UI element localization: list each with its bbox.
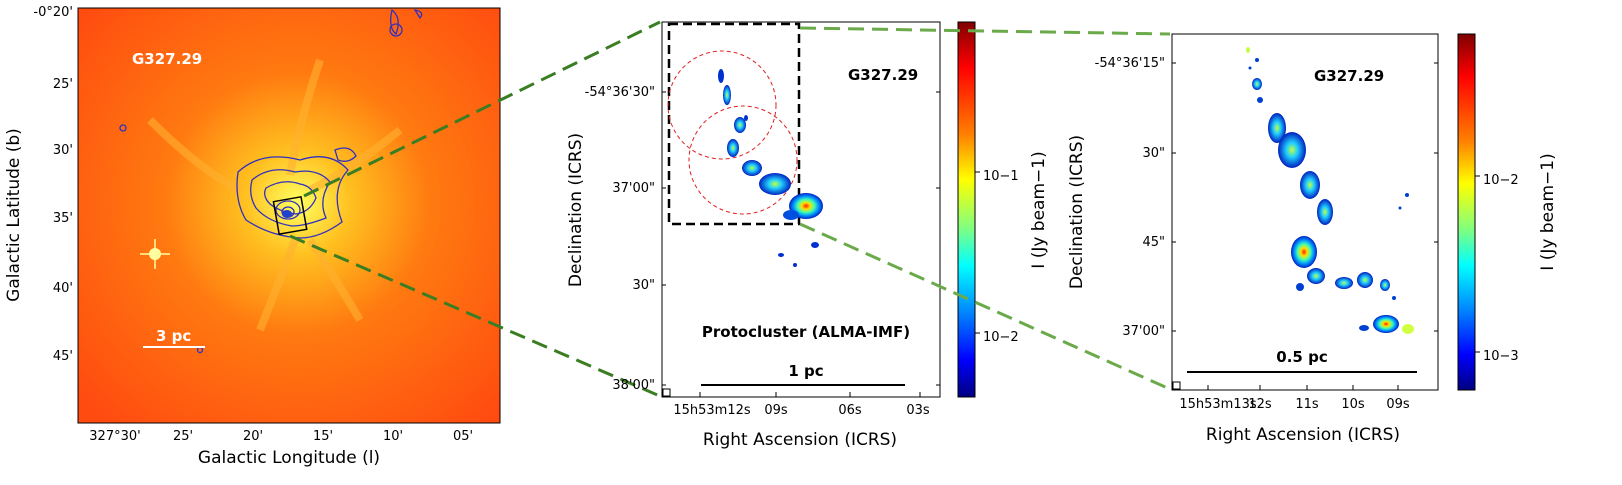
right-beam-marker [1172, 381, 1181, 390]
svg-text:30": 30" [632, 278, 655, 293]
right-colorbar-label: I (Jy beam−1) [1538, 153, 1558, 270]
svg-text:35': 35' [53, 211, 73, 226]
svg-text:20': 20' [243, 429, 263, 444]
middle-zoom-box [667, 22, 801, 226]
right-emission [1246, 47, 1414, 334]
right-source-label: G327.29 [1314, 67, 1384, 85]
right-yticks: -54°36'15" 30" 45" 37'00" [1095, 56, 1165, 339]
svg-text:-0°20': -0°20' [33, 5, 73, 20]
svg-text:15': 15' [313, 429, 333, 444]
middle-yticks: -54°36'30" 37'00" 30" 38'00" [585, 85, 655, 393]
left-zoom-box [272, 195, 308, 236]
right-colorbar-tick-1: 10−2 [1483, 173, 1519, 188]
right-xlabel: Right Ascension (ICRS) [1206, 425, 1400, 445]
svg-text:25': 25' [173, 429, 193, 444]
middle-field-circle-1 [667, 50, 777, 160]
svg-text:45': 45' [53, 349, 73, 364]
left-xlabel: Galactic Longitude (l) [198, 448, 380, 468]
svg-text:-54°36'15": -54°36'15" [1095, 56, 1165, 71]
middle-emission [718, 69, 823, 267]
right-frame [1171, 33, 1439, 391]
left-panel: G327.29 3 pc -0°20' 25' 30' 35' 40' 45' … [4, 5, 501, 468]
svg-text:11s: 11s [1295, 397, 1319, 412]
middle-colorbar-label: I (Jy beam−1) [1029, 151, 1049, 268]
middle-source-label: G327.29 [848, 66, 918, 84]
svg-text:25': 25' [53, 77, 73, 92]
svg-text:09s: 09s [1386, 397, 1410, 412]
middle-beam-marker [662, 388, 671, 397]
left-scalebar-label: 3 pc [156, 327, 191, 345]
right-colorbar-ticks [1475, 175, 1480, 353]
right-colorbar [1457, 33, 1476, 391]
svg-text:45": 45" [1142, 235, 1165, 250]
right-scalebar-label: 0.5 pc [1276, 348, 1327, 366]
svg-text:10s: 10s [1341, 397, 1365, 412]
svg-text:38'00": 38'00" [612, 378, 655, 393]
svg-text:327°30': 327°30' [89, 429, 140, 444]
svg-text:05': 05' [453, 429, 473, 444]
right-ylabel: Declination (ICRS) [1067, 135, 1087, 289]
left-yticks: -0°20' 25' 30' 35' 40' 45' [33, 5, 73, 364]
left-core-marker [282, 210, 292, 218]
left-ylabel: Galactic Latitude (b) [4, 128, 24, 302]
middle-panel: G327.29 Protocluster (ALMA-IMF) 1 pc -54… [566, 21, 1049, 450]
svg-text:-54°36'30": -54°36'30" [585, 85, 655, 100]
middle-xticks: 15h53m12s 09s 06s 03s [673, 403, 930, 418]
svg-text:09s: 09s [764, 403, 788, 418]
middle-caption: Protocluster (ALMA-IMF) [702, 323, 910, 341]
right-colorbar-tick-2: 10−3 [1483, 349, 1519, 364]
bright-star [140, 239, 170, 269]
svg-text:10': 10' [383, 429, 403, 444]
middle-ylabel: Declination (ICRS) [566, 133, 586, 287]
svg-text:06s: 06s [838, 403, 862, 418]
right-xticks: 15h53m13s 12s 11s 10s 09s [1179, 397, 1410, 412]
svg-text:30': 30' [53, 143, 73, 158]
svg-text:15h53m13s: 15h53m13s [1179, 397, 1257, 412]
middle-colorbar-tick-1: 10−1 [983, 169, 1019, 184]
middle-xlabel: Right Ascension (ICRS) [703, 430, 897, 450]
svg-text:40': 40' [53, 281, 73, 296]
middle-colorbar-tick-2: 10−2 [983, 330, 1019, 345]
middle-field-circle-2 [688, 105, 798, 215]
middle-colorbar-ticks [975, 171, 980, 334]
left-source-label: G327.29 [132, 50, 202, 68]
svg-text:37'00": 37'00" [1122, 324, 1165, 339]
svg-text:12s: 12s [1248, 397, 1272, 412]
svg-text:37'00": 37'00" [612, 181, 655, 196]
middle-colorbar [957, 21, 976, 398]
svg-text:15h53m12s: 15h53m12s [673, 403, 751, 418]
left-frame [77, 7, 501, 424]
connector-left-middle [289, 20, 663, 399]
right-tick-marks [1172, 62, 1438, 390]
right-panel: G327.29 0.5 pc -54°36'15" 30" 45" 37'00" [1067, 33, 1558, 445]
svg-text:03s: 03s [906, 403, 930, 418]
left-xticks: 327°30' 25' 20' 15' 10' 05' [89, 429, 473, 444]
middle-scalebar-label: 1 pc [788, 362, 823, 380]
svg-text:30": 30" [1142, 146, 1165, 161]
connector-middle-right [799, 26, 1173, 392]
left-filament-wisps [147, 58, 403, 332]
